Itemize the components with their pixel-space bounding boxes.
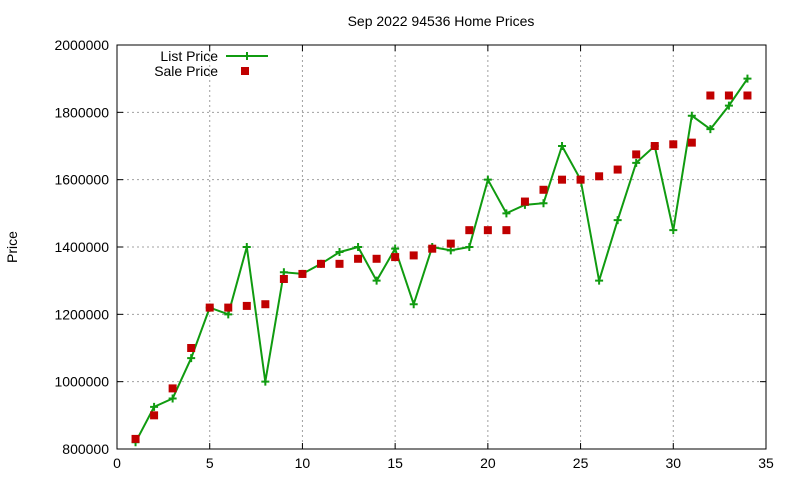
list-price-point	[354, 243, 363, 251]
list-price-point	[224, 310, 233, 319]
sale-price-markers	[131, 91, 752, 443]
sale-price-point	[298, 269, 307, 278]
legend-list-price-marker	[243, 52, 251, 60]
sale-price-point	[446, 239, 455, 248]
list-price-point	[372, 276, 381, 285]
sale-price-point	[261, 300, 270, 309]
sale-price-point	[242, 301, 251, 310]
y-tick-label: 800000	[62, 441, 109, 457]
list-price-point	[279, 268, 288, 277]
sale-price-point	[465, 226, 474, 235]
list-price-point	[724, 101, 733, 110]
x-tick-label: 0	[113, 455, 121, 471]
list-price-point	[335, 248, 344, 257]
x-tick-label: 35	[758, 455, 774, 471]
list-price-point	[669, 226, 678, 235]
list-price-point	[465, 243, 474, 251]
list-price-point	[613, 216, 622, 225]
list-price-point	[632, 158, 641, 167]
sale-price-point	[205, 303, 214, 312]
list-price-point	[168, 394, 177, 403]
sale-price-point	[539, 185, 548, 194]
y-tick-label: 2000000	[54, 37, 109, 53]
list-price-point	[409, 300, 418, 309]
plot-frame	[116, 44, 767, 450]
y-tick-label: 1200000	[54, 306, 109, 322]
sale-price-point	[595, 172, 604, 181]
sale-price-point	[632, 150, 641, 159]
sale-price-point	[150, 411, 159, 420]
y-axis-label: Price	[4, 231, 20, 263]
sale-price-point	[168, 384, 177, 393]
x-tick-label: 15	[387, 455, 403, 471]
sale-price-point	[669, 140, 678, 149]
x-tick-label: 10	[295, 455, 311, 471]
sale-price-point	[224, 303, 233, 312]
sale-price-point	[372, 254, 381, 263]
x-tick-label: 25	[573, 455, 589, 471]
sale-price-point	[316, 259, 325, 268]
list-price-point	[743, 74, 752, 83]
y-tick-label: 1000000	[54, 374, 109, 390]
x-tick-label: 30	[665, 455, 681, 471]
list-price-series-line	[134, 78, 749, 443]
x-tick-label: 20	[480, 455, 496, 471]
sale-price-point	[687, 138, 696, 147]
list-price-point	[483, 175, 492, 184]
sale-price-point	[502, 226, 511, 235]
list-price-point	[150, 402, 159, 411]
sale-price-point	[409, 251, 418, 260]
sale-price-point	[706, 91, 715, 100]
sale-price-point	[743, 91, 752, 100]
sale-price-point	[650, 142, 659, 150]
sale-price-point	[483, 226, 492, 235]
list-price-point	[242, 243, 251, 251]
list-price-point	[261, 377, 270, 386]
y-tick-label: 1400000	[54, 239, 109, 255]
sale-price-point	[335, 259, 344, 268]
list-price-point	[595, 276, 604, 285]
list-price-point	[558, 142, 567, 150]
list-price-point	[687, 111, 696, 120]
sale-price-point	[391, 253, 400, 262]
list-price-point	[391, 244, 400, 253]
sale-price-point	[428, 244, 437, 253]
list-price-point	[539, 199, 548, 208]
sale-price-point	[613, 165, 622, 174]
list-price-point	[502, 209, 511, 218]
list-price-point	[187, 354, 196, 363]
y-tick-label: 1800000	[54, 104, 109, 120]
x-tick-label: 5	[206, 455, 214, 471]
legend: List Price Sale Price	[154, 48, 268, 79]
sale-price-point	[187, 344, 196, 352]
sale-price-point	[279, 274, 288, 283]
y-tick-label: 1600000	[54, 172, 109, 188]
sale-price-point	[354, 254, 363, 263]
legend-list-price-label: List Price	[160, 48, 218, 64]
sale-price-point	[520, 197, 529, 206]
sale-price-point	[576, 175, 585, 184]
sale-price-point	[558, 175, 567, 184]
legend-sale-price-label: Sale Price	[154, 63, 218, 79]
grid	[117, 45, 766, 449]
sale-price-point	[131, 434, 140, 443]
list-price-point	[446, 246, 455, 255]
list-price-point	[706, 125, 715, 134]
axis-ticks: 0 5 10 15 20 25 30 35 800000 1000000 1200000 140000…	[54, 37, 774, 471]
chart-title: Sep 2022 94536 Home Prices	[348, 13, 535, 29]
legend-sale-price-marker	[241, 67, 249, 75]
sale-price-point	[724, 91, 733, 100]
